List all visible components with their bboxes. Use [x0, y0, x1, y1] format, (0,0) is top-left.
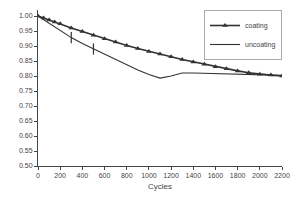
svg-text:400: 400 [77, 172, 89, 179]
svg-text:1600: 1600 [208, 172, 224, 179]
svg-text:1000: 1000 [141, 172, 157, 179]
svg-text:0.95: 0.95 [19, 27, 33, 34]
svg-text:0.75: 0.75 [19, 87, 33, 94]
svg-text:0.55: 0.55 [19, 147, 33, 154]
svg-text:0.85: 0.85 [19, 57, 33, 64]
svg-text:0.80: 0.80 [19, 72, 33, 79]
svg-text:0.70: 0.70 [19, 102, 33, 109]
svg-text:200: 200 [54, 172, 66, 179]
svg-text:1200: 1200 [163, 172, 179, 179]
svg-text:0.50: 0.50 [19, 162, 33, 169]
svg-text:0.60: 0.60 [19, 132, 33, 139]
svg-text:uncoating: uncoating [245, 41, 275, 49]
svg-text:1.00: 1.00 [19, 12, 33, 19]
svg-text:1400: 1400 [185, 172, 201, 179]
svg-text:600: 600 [99, 172, 111, 179]
svg-text:2000: 2000 [252, 172, 268, 179]
svg-text:2200: 2200 [274, 172, 290, 179]
svg-text:Cycles: Cycles [148, 182, 172, 191]
svg-text:coating: coating [245, 22, 268, 30]
svg-text:0: 0 [36, 172, 40, 179]
svg-text:0.90: 0.90 [19, 42, 33, 49]
svg-text:1800: 1800 [230, 172, 246, 179]
svg-text:800: 800 [121, 172, 133, 179]
svg-text:0.65: 0.65 [19, 117, 33, 124]
